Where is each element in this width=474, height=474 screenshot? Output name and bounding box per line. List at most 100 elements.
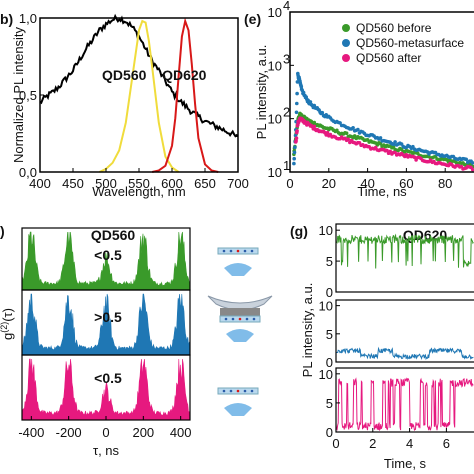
y-tick-label: 5 xyxy=(326,396,333,411)
quantum-dot-icon xyxy=(252,317,256,321)
x-tick-label: 0 xyxy=(286,176,293,191)
data-point xyxy=(294,136,299,140)
g2-value-label: <0.5 xyxy=(94,370,122,386)
data-point xyxy=(412,155,417,159)
x-axis-label: Time, s xyxy=(384,456,427,471)
x-tick-label: 2 xyxy=(369,436,376,451)
y-tick-label: 10 xyxy=(268,58,282,73)
y-axis-label: Normalized PL intensity xyxy=(11,26,26,163)
plot-frame-g xyxy=(335,299,474,363)
x-tick-label: 450 xyxy=(62,176,84,191)
g2-value-label: >0.5 xyxy=(94,309,122,325)
x-axis-label: τ, ns xyxy=(93,443,120,458)
data-point xyxy=(388,149,393,154)
x-tick-label: 200 xyxy=(132,425,154,440)
intensity-trace-green xyxy=(335,233,474,269)
y-tick-label: 0 xyxy=(326,285,333,300)
y-tick-exponent: 1 xyxy=(283,158,290,173)
data-point xyxy=(351,126,355,130)
quantum-dot-icon xyxy=(222,389,226,393)
x-tick-label: -400 xyxy=(18,425,44,440)
data-point xyxy=(338,121,342,125)
data-point xyxy=(470,161,474,165)
y-tick-label: 5 xyxy=(326,254,333,269)
data-point xyxy=(470,167,474,172)
quantum-dot-icon xyxy=(222,249,226,253)
x-tick-label: 20 xyxy=(322,176,336,191)
data-point xyxy=(294,139,298,143)
annotation-qd560: QD560 xyxy=(102,67,147,83)
data-point xyxy=(393,140,397,144)
sample-cartoon-before xyxy=(217,247,259,276)
x-tick-label: 40 xyxy=(360,176,374,191)
x-axis-label: Time, ns xyxy=(357,184,407,199)
quantum-dot-icon xyxy=(229,249,233,253)
quantum-dot-icon xyxy=(245,317,249,321)
excitation-beam-icon xyxy=(226,329,254,342)
sample-cartoon-metasurface xyxy=(207,295,273,342)
data-point xyxy=(295,129,299,133)
x-tick-label: 6 xyxy=(443,436,450,451)
panel-label-e: (e) xyxy=(244,11,261,27)
plot-frame-e xyxy=(289,11,474,173)
y-tick-label: 10 xyxy=(268,5,282,20)
x-tick-label: 650 xyxy=(194,176,216,191)
data-point xyxy=(308,100,313,104)
excitation-beam-icon xyxy=(224,403,252,416)
quantum-dot-icon xyxy=(236,389,240,393)
y-axis-label: PL intensity, a.u. xyxy=(254,45,269,140)
data-point xyxy=(293,133,298,138)
panel-label-g: (g) xyxy=(290,223,308,239)
legend-marker xyxy=(342,24,350,32)
data-point xyxy=(294,110,299,115)
x-axis-label: Wavelength, nm xyxy=(92,184,185,199)
quantum-dot-icon xyxy=(250,389,254,393)
y-tick-label: 1,0 xyxy=(19,11,37,26)
legend-marker xyxy=(342,54,350,62)
g2-trace-green xyxy=(21,231,191,291)
series-line-qd620 xyxy=(151,17,219,173)
data-point xyxy=(320,110,325,115)
y-tick-label: 10 xyxy=(319,299,333,314)
intensity-trace-magenta xyxy=(335,377,474,432)
legend-label: QD560 before xyxy=(356,21,432,35)
y-tick-label: 0 xyxy=(326,425,333,440)
data-point xyxy=(295,91,299,96)
data-point xyxy=(325,130,330,135)
x-tick-label: 60 xyxy=(399,176,413,191)
quantum-dot-icon xyxy=(224,317,228,321)
panel-label-f: ) xyxy=(0,223,5,239)
g2-trace-magenta xyxy=(21,358,191,421)
data-point xyxy=(378,142,383,146)
y-tick-exponent: 2 xyxy=(283,105,290,120)
quantum-dot-icon xyxy=(236,249,240,253)
x-tick-label: 550 xyxy=(128,176,150,191)
plot-frame-g xyxy=(335,367,474,433)
quantum-dot-icon xyxy=(243,249,247,253)
legend-label: QD560-metasurface xyxy=(356,36,464,50)
panel-label-b: b) xyxy=(0,11,13,27)
annotation-qd620: QD620 xyxy=(162,67,207,83)
x-tick-label: 0 xyxy=(332,436,339,451)
data-point xyxy=(312,124,317,129)
excitation-beam-icon xyxy=(224,263,252,276)
data-point xyxy=(391,145,396,149)
g2-value-label: <0.5 xyxy=(94,247,122,263)
data-point xyxy=(464,157,469,162)
quantum-dot-icon xyxy=(243,389,247,393)
x-tick-label: 80 xyxy=(438,176,452,191)
data-point xyxy=(301,90,306,95)
y-tick-label: 10 xyxy=(319,223,333,238)
y-tick-label: 0,0 xyxy=(19,165,37,180)
x-tick-label: -200 xyxy=(56,425,82,440)
data-point xyxy=(356,127,360,132)
g2-trace-blue xyxy=(21,293,191,356)
y-tick-exponent: 4 xyxy=(283,0,290,13)
data-point xyxy=(378,136,383,140)
y-tick-label: 5 xyxy=(326,327,333,342)
y-tick-label: 0,5 xyxy=(19,88,37,103)
intensity-trace-blue xyxy=(335,346,474,361)
y-tick-label: 10 xyxy=(268,112,282,127)
data-point xyxy=(312,120,317,125)
